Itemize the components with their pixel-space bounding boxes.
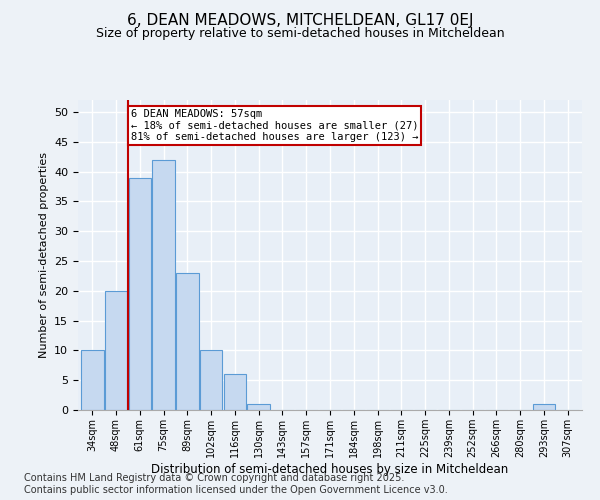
Bar: [105, 291, 127, 410]
Bar: [128, 178, 151, 410]
X-axis label: Distribution of semi-detached houses by size in Mitcheldean: Distribution of semi-detached houses by …: [151, 462, 509, 475]
Bar: [152, 160, 175, 410]
Bar: [200, 350, 223, 410]
Bar: [247, 404, 270, 410]
Bar: [81, 350, 104, 410]
Text: Contains HM Land Registry data © Crown copyright and database right 2025.
Contai: Contains HM Land Registry data © Crown c…: [24, 474, 448, 495]
Bar: [224, 374, 246, 410]
Text: 6, DEAN MEADOWS, MITCHELDEAN, GL17 0EJ: 6, DEAN MEADOWS, MITCHELDEAN, GL17 0EJ: [127, 12, 473, 28]
Y-axis label: Number of semi-detached properties: Number of semi-detached properties: [38, 152, 49, 358]
Bar: [533, 404, 555, 410]
Text: Size of property relative to semi-detached houses in Mitcheldean: Size of property relative to semi-detach…: [95, 28, 505, 40]
Bar: [176, 273, 199, 410]
Text: 6 DEAN MEADOWS: 57sqm
← 18% of semi-detached houses are smaller (27)
81% of semi: 6 DEAN MEADOWS: 57sqm ← 18% of semi-deta…: [131, 109, 418, 142]
